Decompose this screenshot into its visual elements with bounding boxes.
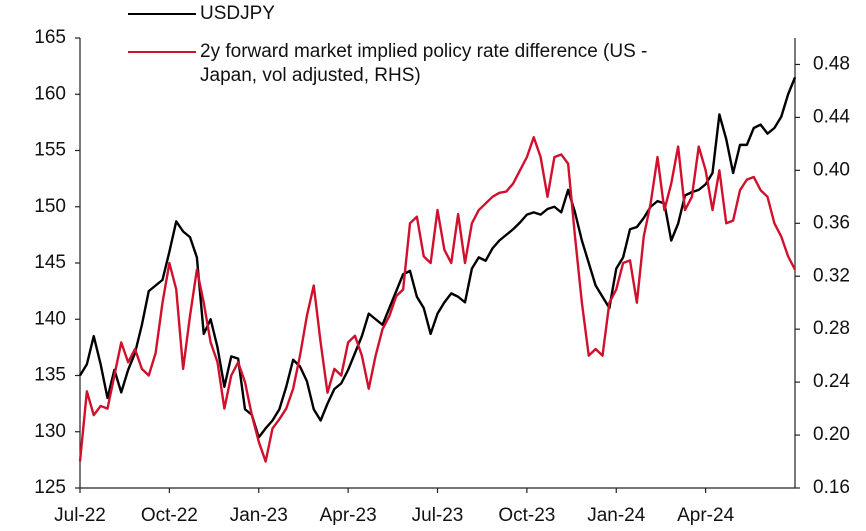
legend-entry: USDJPY xyxy=(128,2,700,26)
legend-label: 2y forward market implied policy rate di… xyxy=(200,41,648,86)
x-tick-label: Jul-23 xyxy=(412,505,464,526)
legend-swatch xyxy=(128,51,196,53)
y-tick-label: 140 xyxy=(34,308,66,329)
legend-swatch xyxy=(128,13,196,15)
x-tick-label: Apr-23 xyxy=(320,505,377,526)
y-tick-label: 150 xyxy=(34,196,66,217)
x-tick-label: Jan-24 xyxy=(587,505,646,526)
series-line xyxy=(78,76,797,439)
y2-tick-label: 0.36 xyxy=(813,212,850,233)
legend-label: USDJPY xyxy=(200,3,275,24)
x-tick-label: Jul-22 xyxy=(54,505,106,526)
x-tick-label: Jan-23 xyxy=(230,505,288,526)
y-tick-label: 145 xyxy=(34,252,66,273)
y2-tick-label: 0.16 xyxy=(813,477,850,498)
y2-tick-label: 0.20 xyxy=(813,424,850,445)
y2-tick-label: 0.44 xyxy=(813,106,850,127)
y2-tick-label: 0.32 xyxy=(813,265,850,286)
legend-entry: 2y forward market implied policy rate di… xyxy=(128,40,700,88)
y2-tick-label: 0.48 xyxy=(813,53,850,74)
series-line xyxy=(78,136,797,463)
legend: USDJPY 2y forward market implied policy r… xyxy=(128,2,700,102)
y2-tick-label: 0.40 xyxy=(813,159,850,180)
y2-tick-label: 0.24 xyxy=(813,371,850,392)
y-tick-label: 125 xyxy=(34,477,66,498)
y2-tick-label: 0.28 xyxy=(813,318,850,339)
x-tick-label: Apr-24 xyxy=(677,505,734,526)
x-tick-label: Oct-23 xyxy=(498,505,555,526)
y-tick-label: 160 xyxy=(34,83,66,104)
x-tick-label: Oct-22 xyxy=(141,505,198,526)
y-tick-label: 135 xyxy=(34,365,66,386)
y-tick-label: 130 xyxy=(34,421,66,442)
y-tick-label: 165 xyxy=(34,27,66,48)
y-tick-label: 155 xyxy=(34,140,66,161)
